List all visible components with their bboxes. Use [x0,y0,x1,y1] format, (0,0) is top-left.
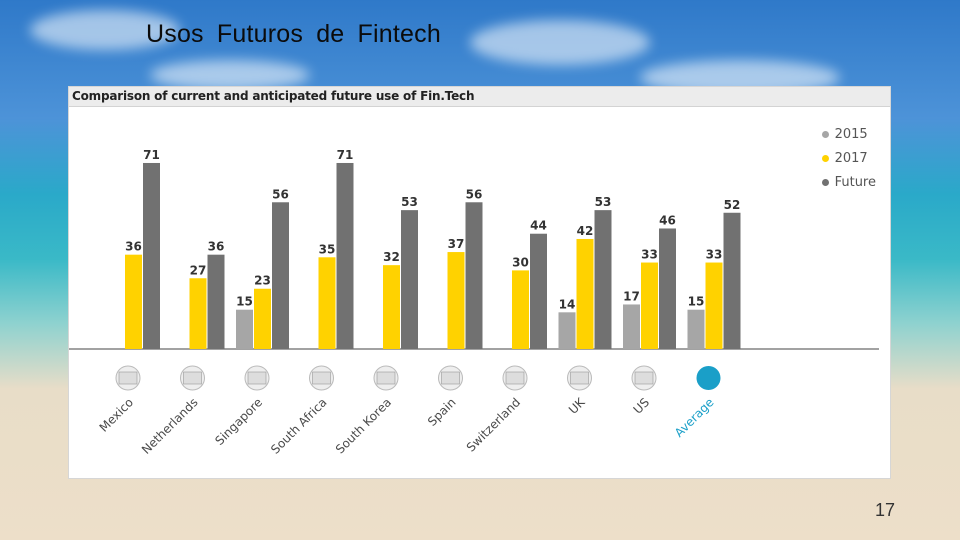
bar-us-2017 [641,262,658,349]
bar-uk-future [594,210,612,349]
category-label-mexico: Mexico [97,395,137,435]
category-label-spain: Spain [425,395,459,429]
singapore-flag-icon [244,365,270,391]
data-label: 33 [706,248,723,262]
data-label: 44 [530,219,547,233]
legend-label: 2017 [834,150,868,166]
bar-singapore-2017 [254,288,271,349]
background-cloud [150,60,310,90]
data-label: 71 [143,148,160,162]
average-circle-icon [696,366,721,390]
bar-mexico-future [143,162,160,349]
bar-switzerland-2017 [512,270,529,349]
page-number: 17 [875,500,896,520]
flag-swatch [118,371,138,385]
bar-average-future [723,212,741,349]
data-label: 52 [724,198,741,212]
slide-title: Usos Futuros de Fintech [146,20,441,48]
bar-average-2017 [705,262,723,349]
data-label: 30 [512,255,529,269]
legend-swatch [821,130,829,138]
south-africa-flag-icon [309,365,334,391]
data-label: 32 [383,250,400,264]
flag-swatch [570,371,589,385]
data-label: 17 [623,289,640,303]
data-label: 33 [641,248,658,262]
switzerland-flag-icon [502,365,528,391]
flag-swatch [183,371,202,385]
chart-panel: Comparison of current and anticipated fu… [68,86,891,479]
data-label: 42 [577,224,594,238]
bar-spain-future [465,202,483,349]
data-label: 37 [448,237,465,251]
data-label: 56 [466,187,483,201]
category-label-switzerland: Switzerland [464,395,523,454]
flag-swatch [247,371,267,385]
data-label: 14 [559,297,576,311]
bar-mexico-2017 [125,254,142,349]
category-label-netherlands: Netherlands [139,395,201,457]
bar-singapore-2015 [236,309,253,349]
bar-spain-2017 [447,252,465,349]
data-label: 53 [401,195,418,209]
bar-singapore-future [272,202,289,349]
bar-south-korea-future [401,210,418,349]
bar-us-future [659,228,676,349]
bar-switzerland-future [530,233,547,349]
data-label: 23 [254,274,271,288]
data-label: 71 [337,148,354,162]
bar-south-africa-2017 [318,257,336,349]
chart-legend: 2015 2017 Future [821,122,876,194]
flag-swatch [505,371,525,385]
data-label: 53 [595,195,612,209]
legend-label: Future [834,174,876,190]
background-cloud [470,20,650,65]
category-label-singapore: Singapore [212,395,265,448]
category-label-south-korea: South Korea [333,395,394,456]
data-label: 56 [272,187,289,201]
legend-item-2017: 2017 [821,146,876,170]
mexico-flag-icon [115,365,141,391]
flag-swatch [634,371,654,385]
flag-swatch [441,371,460,385]
south-korea-flag-icon [373,365,399,391]
uk-flag-icon [567,365,592,391]
background-cloud [30,10,180,50]
bar-netherlands-2017 [189,278,207,349]
data-label: 35 [319,242,336,256]
data-label: 46 [659,213,676,227]
category-label-uk: UK [566,394,588,416]
bar-chart: 3671Mexico2736Netherlands152356Singapore… [69,148,879,457]
chart-header: Comparison of current and anticipated fu… [69,87,890,107]
bar-netherlands-future [207,254,225,349]
spain-flag-icon [438,365,463,391]
flag-swatch [312,371,331,385]
bar-us-2015 [623,304,640,349]
legend-swatch [821,154,829,162]
data-label: 36 [208,240,225,254]
bar-average-2015 [687,309,705,349]
data-label: 15 [236,295,253,309]
us-flag-icon [631,365,657,391]
data-label: 36 [125,240,142,254]
category-label-us: US [631,395,653,417]
data-label: 15 [688,295,705,309]
data-label: 27 [190,263,207,277]
bar-south-korea-2017 [383,265,400,349]
legend-item-future: Future [821,170,876,194]
chart-title: Comparison of current and anticipated fu… [72,89,475,103]
bar-uk-2017 [576,238,594,349]
category-label-average: Average [672,395,717,440]
netherlands-flag-icon [180,365,205,391]
bar-uk-2015 [558,312,576,349]
legend-label: 2015 [834,126,868,142]
category-label-south-africa: South Africa [268,395,329,456]
flag-swatch [376,371,396,385]
legend-swatch [821,178,829,186]
bar-south-africa-future [336,162,354,349]
legend-item-2015: 2015 [821,122,876,146]
